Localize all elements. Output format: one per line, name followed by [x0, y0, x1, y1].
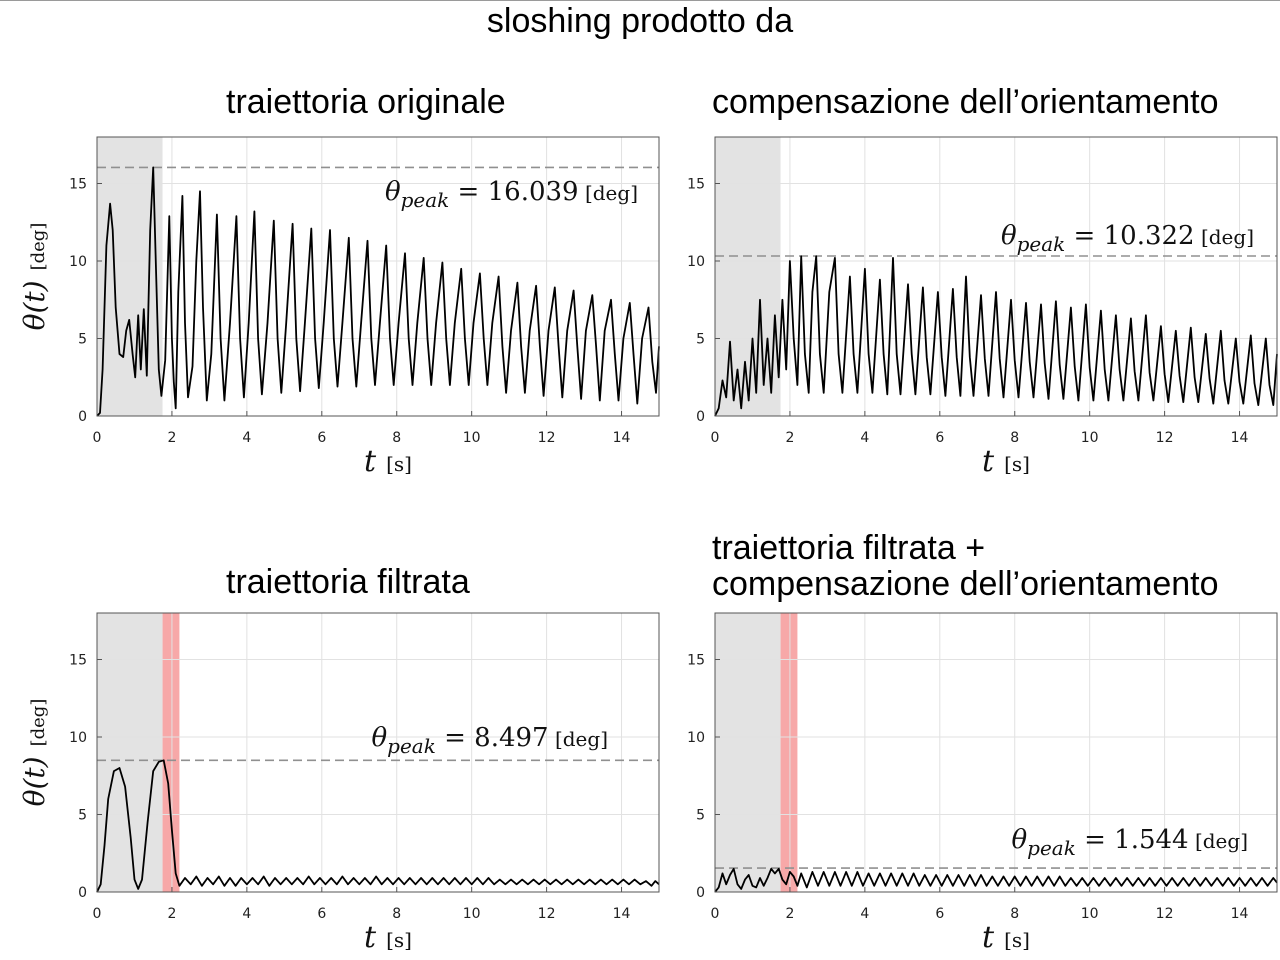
panel-title-filtered-orientation: traiettoria filtrata + compensazione del… — [712, 529, 1219, 603]
x-tick-label: 2 — [167, 906, 176, 922]
y-tick-label: 0 — [696, 885, 705, 901]
axes-frame — [96, 136, 660, 417]
peak-annotation: θpeak = 1.544 [deg] — [1011, 825, 1248, 860]
x-tick-label: 4 — [860, 430, 869, 446]
x-axis-label: t [s] — [982, 920, 1030, 955]
x-tick-label: 6 — [317, 906, 326, 922]
y-tick-label: 15 — [687, 653, 705, 669]
x-tick-label: 6 — [317, 430, 326, 446]
axes-frame — [714, 612, 1278, 893]
y-tick-label: 5 — [696, 808, 705, 824]
x-tick-label: 8 — [392, 430, 401, 446]
shaded-interval — [97, 613, 163, 892]
shaded-interval — [715, 613, 781, 892]
series-line — [96, 166, 660, 417]
plot-panel-2: 0 2 4 6 8 10 12 14 0 5 10 15 t [s] θ(t)[deg] θpeak = 8.… — [18, 612, 660, 955]
x-tick-label: 12 — [1156, 906, 1174, 922]
x-tick-label: 12 — [538, 430, 556, 446]
panel-title-orientation: compensazione dell’orientamento — [712, 83, 1219, 121]
peak-annotation: θpeak = 10.322 [deg] — [1001, 221, 1254, 256]
y-tick-label: 10 — [687, 730, 705, 746]
x-axis-label: t [s] — [364, 920, 412, 955]
y-tick-label: 0 — [696, 409, 705, 425]
y-tick-label: 10 — [687, 254, 705, 270]
plot-area — [715, 137, 1277, 416]
y-tick-label: 15 — [687, 177, 705, 193]
x-tick-label: 2 — [167, 430, 176, 446]
x-tick-label: 0 — [711, 906, 720, 922]
x-tick-label: 8 — [392, 906, 401, 922]
axes-frame — [96, 612, 660, 893]
page-title: sloshing prodotto da — [486, 2, 794, 40]
series-line — [96, 759, 660, 893]
x-tick-label: 10 — [1081, 906, 1099, 922]
y-tick-label: 0 — [78, 885, 87, 901]
x-tick-label: 14 — [613, 430, 631, 446]
red-band — [162, 613, 180, 892]
panel-title-original: traiettoria originale — [226, 83, 506, 121]
y-tick-label: 5 — [696, 332, 705, 348]
plot-panel-0: 0 2 4 6 8 10 12 14 0 5 10 15 t [s] θ(t)[deg] θpeak = 16… — [18, 136, 660, 479]
x-tick-label: 14 — [613, 906, 631, 922]
x-tick-label: 10 — [463, 906, 481, 922]
series-line — [714, 867, 1278, 893]
axes-frame — [714, 136, 1278, 417]
panel-title-filtered: traiettoria filtrata — [226, 563, 470, 601]
x-tick-label: 14 — [1231, 430, 1249, 446]
x-tick-label: 2 — [785, 430, 794, 446]
series-line — [714, 255, 1278, 417]
peak-annotation: θpeak = 8.497 [deg] — [371, 723, 608, 758]
x-tick-label: 6 — [935, 430, 944, 446]
y-tick-label: 5 — [78, 808, 87, 824]
x-tick-label: 0 — [93, 906, 102, 922]
plot-panel-3: 0 2 4 6 8 10 12 14 0 5 10 15 t [s] θpeak = 1.544 [deg] — [687, 612, 1278, 955]
x-tick-label: 4 — [860, 906, 869, 922]
red-band — [780, 613, 798, 892]
top-rule — [0, 0, 1280, 1]
x-tick-label: 6 — [935, 906, 944, 922]
x-tick-label: 8 — [1010, 430, 1019, 446]
x-axis-label: t [s] — [364, 444, 412, 479]
x-tick-label: 8 — [1010, 906, 1019, 922]
y-tick-label: 10 — [69, 730, 87, 746]
x-tick-label: 12 — [1156, 430, 1174, 446]
x-tick-label: 0 — [711, 430, 720, 446]
x-tick-label: 14 — [1231, 906, 1249, 922]
y-tick-label: 15 — [69, 653, 87, 669]
x-tick-label: 0 — [93, 430, 102, 446]
peak-annotation: θpeak = 16.039 [deg] — [385, 177, 638, 212]
y-axis-label: θ(t)[deg] — [18, 699, 51, 807]
x-tick-label: 10 — [463, 430, 481, 446]
x-tick-label: 10 — [1081, 430, 1099, 446]
y-axis-label: θ(t)[deg] — [18, 223, 51, 331]
plot-panel-1: 0 2 4 6 8 10 12 14 0 5 10 15 t [s] θpeak = 10.322 [deg… — [687, 136, 1278, 479]
x-tick-label: 2 — [785, 906, 794, 922]
x-tick-label: 4 — [242, 430, 251, 446]
x-tick-label: 4 — [242, 906, 251, 922]
y-tick-label: 15 — [69, 177, 87, 193]
x-tick-label: 12 — [538, 906, 556, 922]
y-tick-label: 10 — [69, 254, 87, 270]
x-axis-label: t [s] — [982, 444, 1030, 479]
y-tick-label: 5 — [78, 332, 87, 348]
y-tick-label: 0 — [78, 409, 87, 425]
